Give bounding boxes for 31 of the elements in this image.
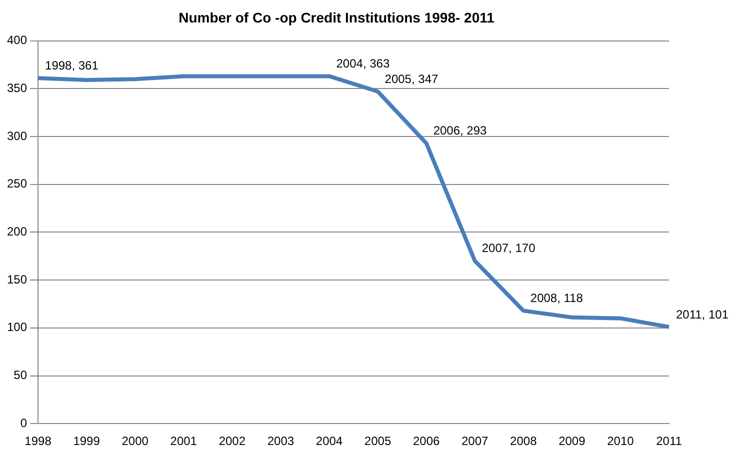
x-tick-label: 2009 [558,434,586,448]
data-label: 2006, 293 [433,124,488,138]
x-tick-label: 2001 [170,434,198,448]
y-tick-label: 300 [6,128,28,143]
y-tick-label: 100 [6,320,28,334]
y-tick-label: 400 [6,33,28,48]
y-tick-label: 150 [6,272,28,286]
x-tick-label: 2000 [122,434,149,448]
data-label: 2005, 347 [384,72,438,86]
y-tick-label: 350 [6,80,28,95]
x-tick-label: 2011 [656,434,682,448]
x-tick-label: 2010 [607,434,634,448]
y-tick-label: 50 [14,368,28,382]
y-tick-label: 200 [6,224,28,239]
y-tick-label: 250 [6,176,28,191]
data-label: 2011, 101 [676,307,729,322]
x-tick-label: 1998 [24,434,52,448]
x-tick-label: 2008 [510,434,538,448]
x-tick-label: 2002 [218,434,246,448]
x-tick-label: 2004 [316,434,343,448]
x-tick-label: 2003 [267,434,294,448]
data-label: 2008, 118 [530,290,584,305]
x-tick-label: 2006 [412,434,440,448]
data-label: 2007, 170 [482,241,536,256]
x-tick-label: 1999 [73,434,100,448]
data-label: 1998, 361 [45,58,99,72]
x-tick-label: 2005 [364,434,392,448]
data-label: 2004, 363 [336,56,390,71]
x-tick-label: 2007 [462,434,489,448]
chart-title: Number of Co -op Credit Institutions 1998- 2011 [178,9,495,26]
y-tick-label: 0 [20,416,28,430]
